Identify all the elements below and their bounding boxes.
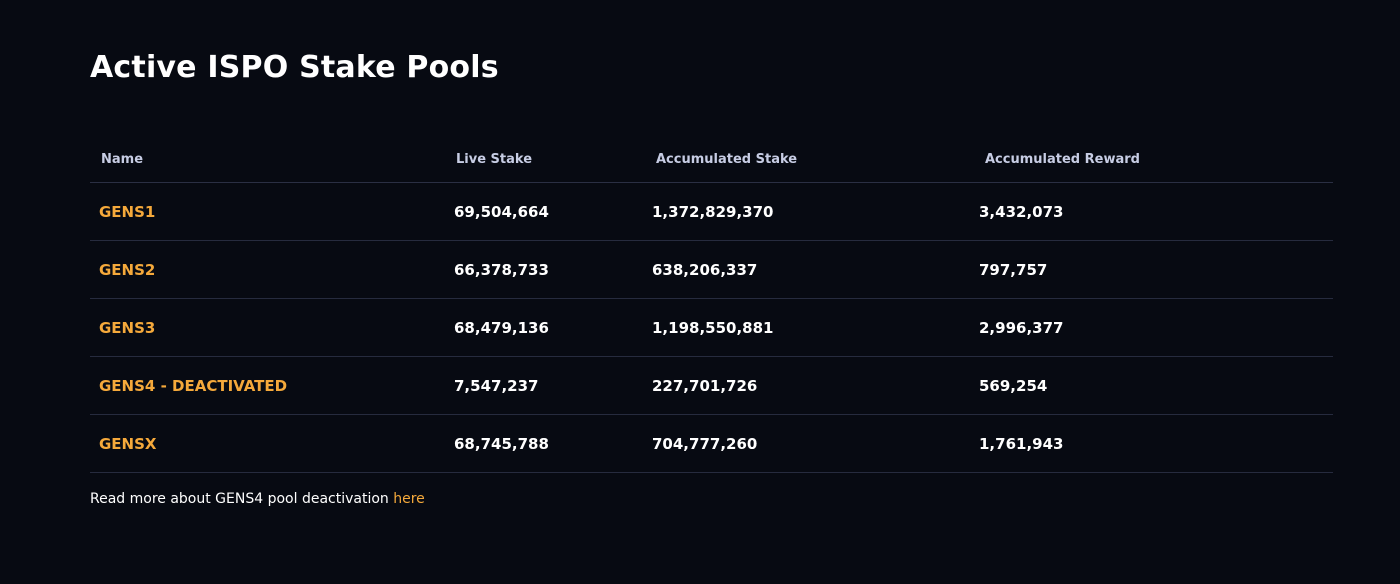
table-row: GENS4 - DEACTIVATED 7,547,237 227,701,72… <box>90 357 1333 415</box>
live-stake-value: 66,378,733 <box>454 260 549 279</box>
accumulated-reward-value: 3,432,073 <box>979 202 1064 221</box>
accumulated-reward-value: 2,996,377 <box>979 318 1064 337</box>
column-header-accumulated-reward: Accumulated Reward <box>985 151 1140 167</box>
stake-pools-table: Name Live Stake Accumulated Stake Accumu… <box>90 136 1333 473</box>
pool-name: GENS1 <box>99 202 156 221</box>
footer-text: Read more about GENS4 pool deactivation <box>90 491 394 507</box>
accumulated-stake-value: 1,198,550,881 <box>652 318 774 337</box>
column-header-name: Name <box>101 151 144 167</box>
live-stake-value: 69,504,664 <box>454 202 549 221</box>
column-header-live-stake: Live Stake <box>456 151 533 167</box>
accumulated-stake-value: 704,777,260 <box>652 434 758 453</box>
pool-name: GENSX <box>99 434 157 453</box>
table-row: GENS3 68,479,136 1,198,550,881 2,996,377 <box>90 299 1333 357</box>
live-stake-value: 68,745,788 <box>454 434 549 453</box>
accumulated-stake-value: 1,372,829,370 <box>652 202 774 221</box>
footer-note: Read more about GENS4 pool deactivation … <box>90 491 425 507</box>
accumulated-stake-value: 227,701,726 <box>652 376 758 395</box>
table-row: GENS1 69,504,664 1,372,829,370 3,432,073 <box>90 183 1333 241</box>
accumulated-stake-value: 638,206,337 <box>652 260 758 279</box>
live-stake-value: 68,479,136 <box>454 318 549 337</box>
accumulated-reward-value: 1,761,943 <box>979 434 1064 453</box>
live-stake-value: 7,547,237 <box>454 376 539 395</box>
column-header-accumulated-stake: Accumulated Stake <box>656 151 798 167</box>
accumulated-reward-value: 797,757 <box>979 260 1048 279</box>
pool-name: GENS3 <box>99 318 156 337</box>
page-title: Active ISPO Stake Pools <box>90 50 499 85</box>
table-row: GENS2 66,378,733 638,206,337 797,757 <box>90 241 1333 299</box>
accumulated-reward-value: 569,254 <box>979 376 1048 395</box>
deactivation-info-link[interactable]: here <box>393 491 425 507</box>
table-row: GENSX 68,745,788 704,777,260 1,761,943 <box>90 415 1333 473</box>
table-header-row: Name Live Stake Accumulated Stake Accumu… <box>90 136 1333 183</box>
pool-name: GENS2 <box>99 260 156 279</box>
pool-name: GENS4 - DEACTIVATED <box>99 376 288 395</box>
